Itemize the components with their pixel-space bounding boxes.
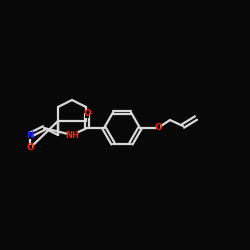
Bar [28,132,32,138]
Bar [68,132,76,138]
Bar [156,124,160,132]
Text: NH: NH [65,130,79,140]
Bar [28,144,32,152]
Bar [85,110,89,117]
Text: N: N [26,130,34,140]
Text: O: O [154,124,162,132]
Text: O: O [83,110,91,118]
Text: O: O [26,144,34,152]
